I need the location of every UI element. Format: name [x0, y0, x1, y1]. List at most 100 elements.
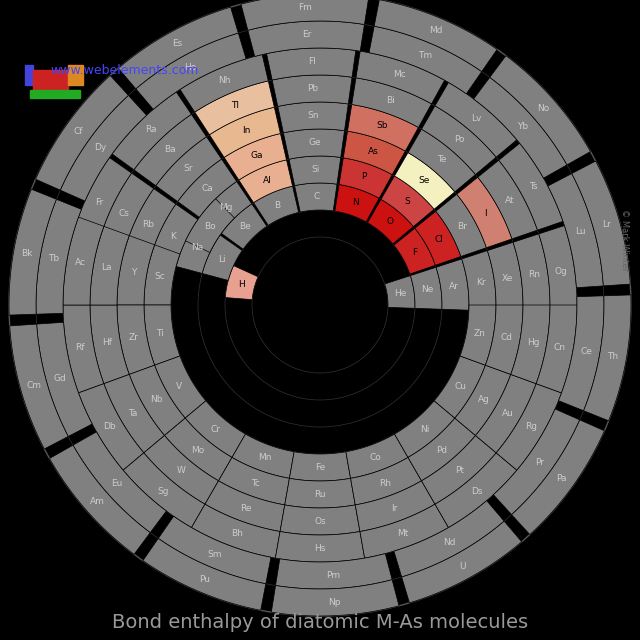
Polygon shape [156, 137, 221, 202]
Polygon shape [209, 108, 280, 157]
Polygon shape [289, 452, 351, 481]
Text: In: In [242, 126, 250, 135]
Text: Fl: Fl [308, 57, 316, 66]
Text: Ti: Ti [156, 329, 164, 338]
Polygon shape [124, 189, 176, 259]
Polygon shape [202, 235, 242, 280]
Text: Rb: Rb [142, 220, 154, 229]
Polygon shape [367, 199, 413, 244]
Polygon shape [186, 199, 234, 252]
Text: Pt: Pt [454, 467, 463, 476]
Text: Ho: Ho [184, 63, 196, 72]
Text: Og: Og [555, 267, 568, 276]
Polygon shape [241, 0, 369, 30]
Polygon shape [275, 531, 365, 562]
Polygon shape [356, 51, 445, 104]
Text: Ni: Ni [420, 425, 429, 434]
Polygon shape [584, 295, 631, 420]
Polygon shape [457, 177, 512, 248]
Polygon shape [488, 243, 523, 312]
Polygon shape [36, 323, 92, 436]
Polygon shape [435, 453, 517, 527]
Text: Co: Co [370, 453, 381, 462]
Polygon shape [253, 186, 299, 225]
Text: P: P [362, 172, 367, 181]
Text: Fm: Fm [298, 3, 312, 12]
Polygon shape [123, 453, 205, 527]
Polygon shape [369, 26, 482, 93]
Text: Rg: Rg [525, 422, 537, 431]
Text: Ru: Ru [314, 490, 326, 499]
Text: Os: Os [314, 517, 326, 526]
Polygon shape [461, 251, 496, 311]
Polygon shape [205, 481, 285, 531]
Polygon shape [144, 435, 218, 504]
Polygon shape [104, 374, 164, 453]
Polygon shape [339, 158, 392, 198]
Polygon shape [232, 434, 294, 478]
Text: Cf: Cf [74, 127, 83, 136]
Polygon shape [335, 184, 379, 222]
Text: Au: Au [502, 409, 513, 418]
Polygon shape [294, 183, 337, 212]
Polygon shape [499, 143, 563, 230]
Polygon shape [284, 129, 344, 159]
Polygon shape [478, 160, 538, 239]
Polygon shape [185, 401, 246, 458]
Polygon shape [496, 383, 561, 470]
Polygon shape [60, 95, 147, 201]
Polygon shape [348, 104, 419, 151]
Text: Li: Li [218, 255, 225, 264]
Text: Y: Y [131, 268, 136, 276]
Polygon shape [79, 383, 144, 470]
Text: Te: Te [437, 156, 447, 164]
Polygon shape [195, 81, 275, 135]
Text: Be: Be [239, 223, 250, 232]
Text: Lv: Lv [471, 114, 482, 123]
Text: Ta: Ta [128, 409, 137, 418]
Polygon shape [178, 159, 237, 218]
Text: Mc: Mc [393, 70, 406, 79]
Polygon shape [49, 445, 150, 554]
Polygon shape [511, 420, 604, 534]
Polygon shape [280, 505, 360, 535]
Polygon shape [143, 538, 266, 611]
Text: O: O [387, 218, 393, 227]
Polygon shape [63, 217, 104, 305]
Text: Sr: Sr [184, 164, 193, 173]
Polygon shape [112, 92, 191, 170]
Text: Po: Po [454, 134, 465, 143]
Polygon shape [394, 401, 455, 458]
Text: Kr: Kr [476, 278, 486, 287]
Text: Sm: Sm [207, 550, 222, 559]
Polygon shape [164, 418, 232, 481]
Text: Eu: Eu [111, 479, 123, 488]
Text: Ba: Ba [164, 145, 175, 154]
Polygon shape [272, 75, 352, 106]
Polygon shape [224, 134, 287, 180]
Text: Cs: Cs [118, 209, 129, 218]
Text: Rn: Rn [529, 270, 540, 280]
Text: Pu: Pu [199, 575, 210, 584]
Text: Cn: Cn [554, 343, 566, 352]
Text: Bo: Bo [204, 222, 216, 231]
Polygon shape [10, 324, 68, 449]
Text: Bond enthalpy of diatomic M-As molecules: Bond enthalpy of diatomic M-As molecules [112, 612, 528, 632]
Polygon shape [460, 305, 496, 365]
Text: Ne: Ne [421, 285, 434, 294]
Text: H: H [237, 280, 244, 289]
Text: Hg: Hg [527, 338, 540, 347]
Polygon shape [485, 305, 523, 374]
Polygon shape [289, 156, 340, 186]
Text: S: S [404, 196, 410, 205]
Text: Db: Db [103, 422, 115, 431]
Text: Zn: Zn [474, 329, 486, 338]
Polygon shape [360, 504, 449, 558]
Polygon shape [9, 189, 56, 315]
Text: www.webelements.com: www.webelements.com [50, 63, 198, 77]
Bar [68, 65, 83, 85]
Polygon shape [436, 259, 469, 310]
Polygon shape [490, 56, 591, 165]
Polygon shape [343, 131, 405, 175]
Polygon shape [434, 356, 485, 418]
